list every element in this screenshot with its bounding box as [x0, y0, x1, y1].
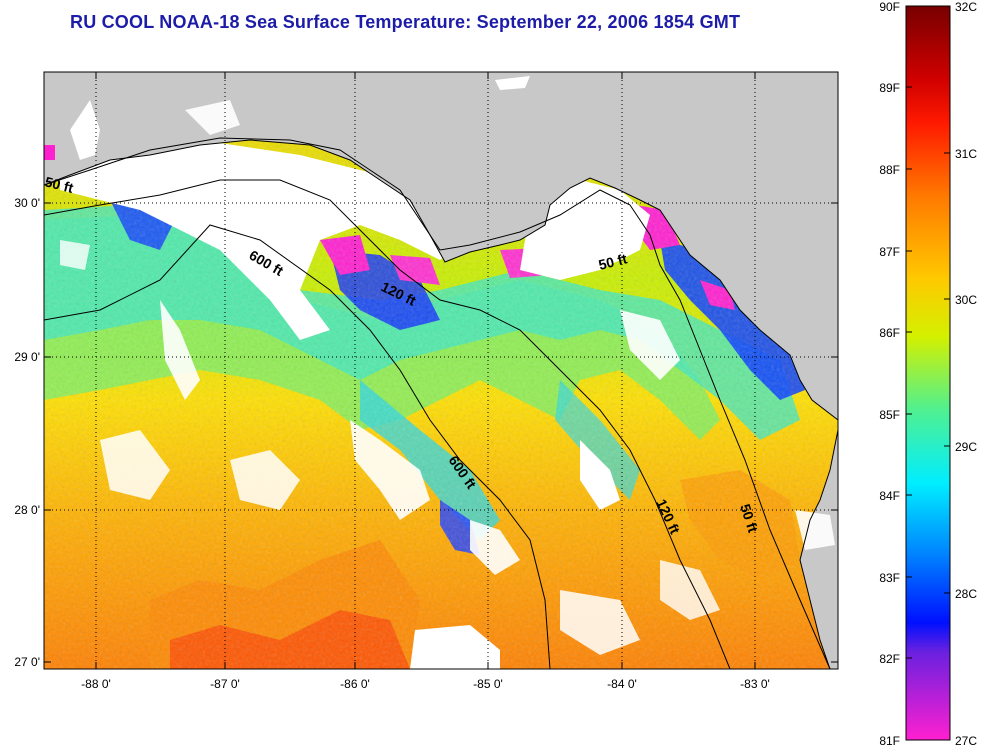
bay-cold-water — [44, 145, 55, 160]
colorbar-gradient — [906, 6, 950, 740]
colorbar-f-label: 81F — [879, 734, 900, 748]
cloud-patch-6 — [660, 560, 720, 620]
contour-600ft — [44, 224, 551, 669]
axis-ticks — [44, 72, 838, 669]
colorbar: 90F 89F 88F 87F 86F 85F 84F 83F 82F 81F … — [879, 0, 977, 748]
colorbar-c-label: 31C — [955, 147, 977, 161]
map-plot-area — [44, 72, 838, 669]
lon-tick-label: -87 0' — [210, 677, 240, 691]
colorbar-c-label: 27C — [955, 734, 977, 748]
colorbar-f-label: 82F — [879, 652, 900, 666]
colorbar-f-label: 84F — [879, 489, 900, 503]
coastline-florida — [799, 429, 838, 669]
cloud-patch-7 — [60, 240, 90, 270]
map-title: RU COOL NOAA-18 Sea Surface Temperature:… — [70, 12, 741, 32]
lon-tick-label: -86 0' — [340, 677, 370, 691]
lon-tick-label: -88 0' — [81, 677, 111, 691]
cloud-shelf-west — [60, 140, 470, 340]
colorbar-c-label: 28C — [955, 587, 977, 601]
lat-tick-label: 27 0' — [14, 655, 40, 669]
lon-tick-label: -83 0' — [740, 677, 770, 691]
lon-tick-label: -84 0' — [607, 677, 637, 691]
contour-50ft — [44, 137, 831, 669]
cloud-patch-1 — [100, 430, 170, 500]
colorbar-f-label: 89F — [879, 81, 900, 95]
cloud-patch-4 — [560, 590, 640, 655]
lat-tick-labels: 30 0' 29 0' 28 0' 27 0' — [14, 196, 40, 669]
map-frame — [43, 71, 839, 670]
colorbar-c-label: 29C — [955, 440, 977, 454]
contour-label-50ft-bigbend: 50 ft — [597, 250, 629, 273]
lat-tick-label: 30 0' — [14, 196, 40, 210]
contour-120ft — [44, 179, 731, 669]
lon-tick-labels: -88 0' -87 0' -86 0' -85 0' -84 0' -83 0… — [81, 677, 770, 691]
cloud-streak-4 — [620, 310, 680, 380]
coastline-north — [44, 139, 838, 421]
colorbar-f-label: 86F — [879, 326, 900, 340]
colorbar-c-label: 30C — [955, 293, 977, 307]
colorbar-f-label: 90F — [879, 0, 900, 14]
cloud-patch-5 — [410, 625, 500, 669]
land-florida-peninsula — [800, 430, 838, 669]
colorbar-frame — [905, 5, 951, 741]
colorbar-f-label: 88F — [879, 163, 900, 177]
lat-tick-label: 29 0' — [14, 350, 40, 364]
colorbar-f-label: 85F — [879, 408, 900, 422]
cloud-patch-2 — [230, 450, 300, 510]
pensacola-bay — [185, 100, 240, 135]
land-northern-coast — [44, 72, 838, 420]
lat-tick-label: 28 0' — [14, 503, 40, 517]
map-gridlines — [44, 72, 838, 669]
cloud-patch-3 — [470, 520, 520, 575]
contour-label-50ft-west: 50 ft — [43, 173, 75, 196]
colorbar-c-label: 32C — [955, 0, 977, 14]
cloud-bigbend — [520, 180, 650, 280]
cloud-streak-2 — [350, 420, 430, 520]
colorbar-f-label: 87F — [879, 245, 900, 259]
colorbar-f-label: 83F — [879, 571, 900, 585]
cloud-streak-3 — [580, 440, 620, 510]
mobile-bay — [70, 100, 100, 160]
lon-tick-label: -85 0' — [473, 677, 503, 691]
cloud-streak-1 — [160, 300, 200, 400]
inland-lake — [495, 76, 530, 90]
colorbar-ticks — [906, 86, 950, 659]
